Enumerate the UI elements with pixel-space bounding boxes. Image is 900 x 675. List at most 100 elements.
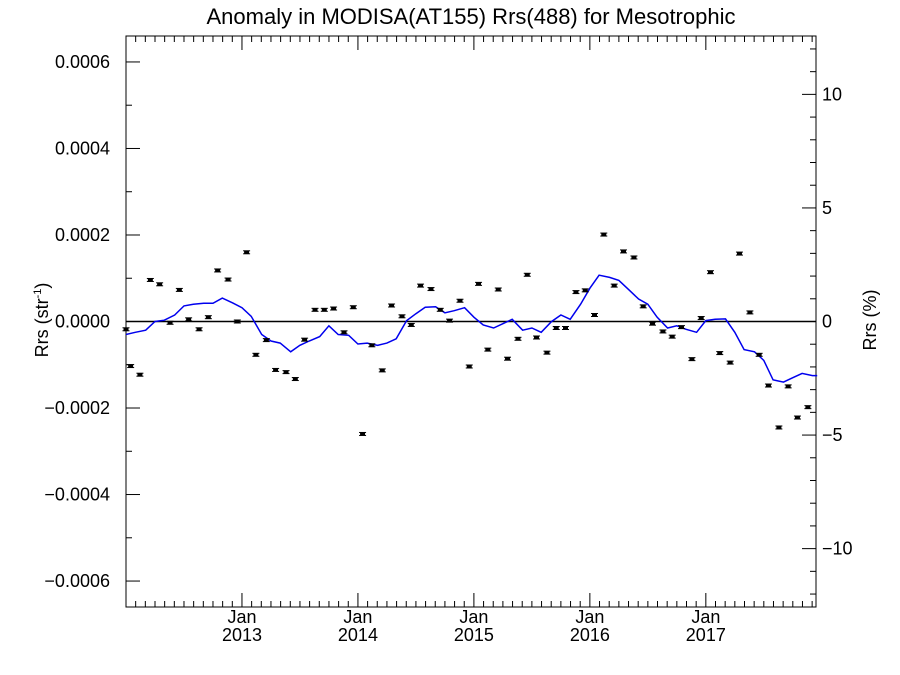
anomaly-point-mark bbox=[620, 249, 626, 253]
anomaly-point bbox=[214, 268, 222, 273]
anomaly-point bbox=[504, 356, 512, 361]
anomaly-point-mark bbox=[244, 250, 250, 254]
anomaly-point bbox=[465, 364, 473, 369]
anomaly-point bbox=[619, 249, 627, 254]
anomaly-point bbox=[755, 352, 763, 357]
y-tick-label-left: 0.0000 bbox=[55, 312, 110, 332]
anomaly-point bbox=[330, 306, 338, 311]
anomaly-point-mark bbox=[765, 384, 771, 388]
anomaly-point bbox=[224, 277, 232, 282]
anomaly-point-mark bbox=[167, 321, 173, 325]
x-tick-label-month: Jan bbox=[343, 607, 372, 627]
anomaly-point-mark bbox=[660, 329, 666, 333]
anomaly-point bbox=[591, 313, 599, 318]
anomaly-point bbox=[340, 330, 348, 335]
anomaly-point-mark bbox=[736, 252, 742, 256]
anomaly-point-mark bbox=[123, 327, 129, 331]
anomaly-point-mark bbox=[649, 322, 655, 326]
x-tick-label-month: Jan bbox=[691, 607, 720, 627]
anomaly-point bbox=[204, 315, 212, 320]
chart-title: Anomaly in MODISA(AT155) Rrs(488) for Me… bbox=[207, 4, 736, 29]
anomaly-point bbox=[639, 304, 647, 309]
anomaly-point-mark bbox=[505, 357, 511, 361]
anomaly-point bbox=[600, 232, 608, 237]
running-mean-line bbox=[125, 274, 818, 383]
anomaly-point bbox=[668, 334, 676, 339]
anomaly-point bbox=[706, 270, 714, 275]
tick-labels: Jan2013Jan2014Jan2015Jan2016Jan20170.000… bbox=[44, 52, 852, 645]
anomaly-point bbox=[349, 305, 357, 310]
anomaly-point bbox=[359, 431, 367, 436]
anomaly-point-mark bbox=[234, 320, 240, 323]
anomaly-point bbox=[764, 383, 772, 388]
anomaly-point-mark bbox=[408, 323, 414, 327]
anomaly-point-mark bbox=[776, 425, 782, 429]
anomaly-point-mark bbox=[263, 338, 269, 342]
anomaly-point-mark bbox=[447, 319, 453, 323]
anomaly-point bbox=[659, 329, 667, 334]
anomaly-point bbox=[572, 290, 580, 295]
y-tick-label-left: −0.0006 bbox=[44, 571, 110, 591]
anomaly-point bbox=[195, 327, 203, 332]
anomaly-point bbox=[475, 281, 483, 286]
anomaly-point bbox=[368, 343, 376, 348]
anomaly-point-mark bbox=[534, 336, 540, 340]
anomaly-point-mark bbox=[302, 338, 308, 342]
anomaly-points bbox=[122, 232, 812, 436]
anomaly-point bbox=[291, 377, 299, 382]
anomaly-point-mark bbox=[631, 255, 637, 259]
y-tick-label-left: −0.0004 bbox=[44, 485, 110, 505]
x-tick-label-year: 2017 bbox=[686, 625, 726, 645]
anomaly-point-mark bbox=[756, 353, 762, 357]
anomaly-point-mark bbox=[428, 287, 434, 291]
anomaly-point-mark bbox=[707, 270, 713, 274]
axis-ticks bbox=[125, 36, 816, 607]
anomaly-point bbox=[378, 368, 386, 373]
x-tick-label-month: Jan bbox=[575, 607, 604, 627]
anomaly-point bbox=[262, 338, 270, 343]
anomaly-point bbox=[282, 370, 290, 375]
y-tick-label-right: 5 bbox=[822, 198, 832, 218]
anomaly-point bbox=[272, 367, 280, 372]
anomaly-point-mark bbox=[312, 308, 318, 312]
anomaly-point-mark bbox=[437, 308, 443, 312]
anomaly-point bbox=[252, 352, 260, 357]
anomaly-point bbox=[446, 318, 454, 323]
anomaly-point-mark bbox=[253, 353, 259, 357]
anomaly-point bbox=[610, 283, 618, 288]
anomaly-point-mark bbox=[457, 299, 463, 303]
y-axis-label-left-sup: -1 bbox=[32, 289, 44, 299]
anomaly-point-mark bbox=[379, 368, 385, 372]
anomaly-point-mark bbox=[485, 348, 491, 352]
anomaly-point bbox=[648, 321, 656, 326]
anomaly-point-mark bbox=[592, 313, 598, 317]
anomaly-point-mark bbox=[601, 233, 607, 237]
anomaly-point-mark bbox=[205, 315, 211, 319]
anomaly-point bbox=[388, 303, 396, 308]
anomaly-point bbox=[677, 325, 685, 330]
anomaly-point-mark bbox=[544, 351, 550, 355]
anomaly-point bbox=[320, 307, 328, 312]
anomaly-point bbox=[417, 283, 425, 288]
anomaly-point bbox=[185, 317, 193, 322]
x-tick-label-month: Jan bbox=[459, 607, 488, 627]
anomaly-point-mark bbox=[321, 308, 327, 312]
anomaly-point bbox=[784, 384, 792, 389]
y-tick-label-left: −0.0002 bbox=[44, 398, 110, 418]
anomaly-point bbox=[688, 357, 696, 362]
anomaly-point bbox=[552, 325, 560, 330]
anomaly-point bbox=[398, 314, 406, 319]
anomaly-point-mark bbox=[360, 432, 366, 436]
anomaly-point-mark bbox=[389, 303, 395, 307]
anomaly-point-mark bbox=[137, 373, 143, 377]
anomaly-point-mark bbox=[418, 284, 424, 288]
anomaly-point bbox=[804, 405, 812, 410]
anomaly-point bbox=[775, 425, 783, 430]
y-tick-label-right: 0 bbox=[822, 312, 832, 332]
anomaly-point bbox=[243, 250, 251, 255]
anomaly-point bbox=[484, 347, 492, 352]
anomaly-point bbox=[735, 251, 743, 256]
anomaly-point-mark bbox=[196, 327, 202, 331]
anomaly-point bbox=[427, 287, 435, 292]
anomaly-point-mark bbox=[573, 290, 579, 294]
